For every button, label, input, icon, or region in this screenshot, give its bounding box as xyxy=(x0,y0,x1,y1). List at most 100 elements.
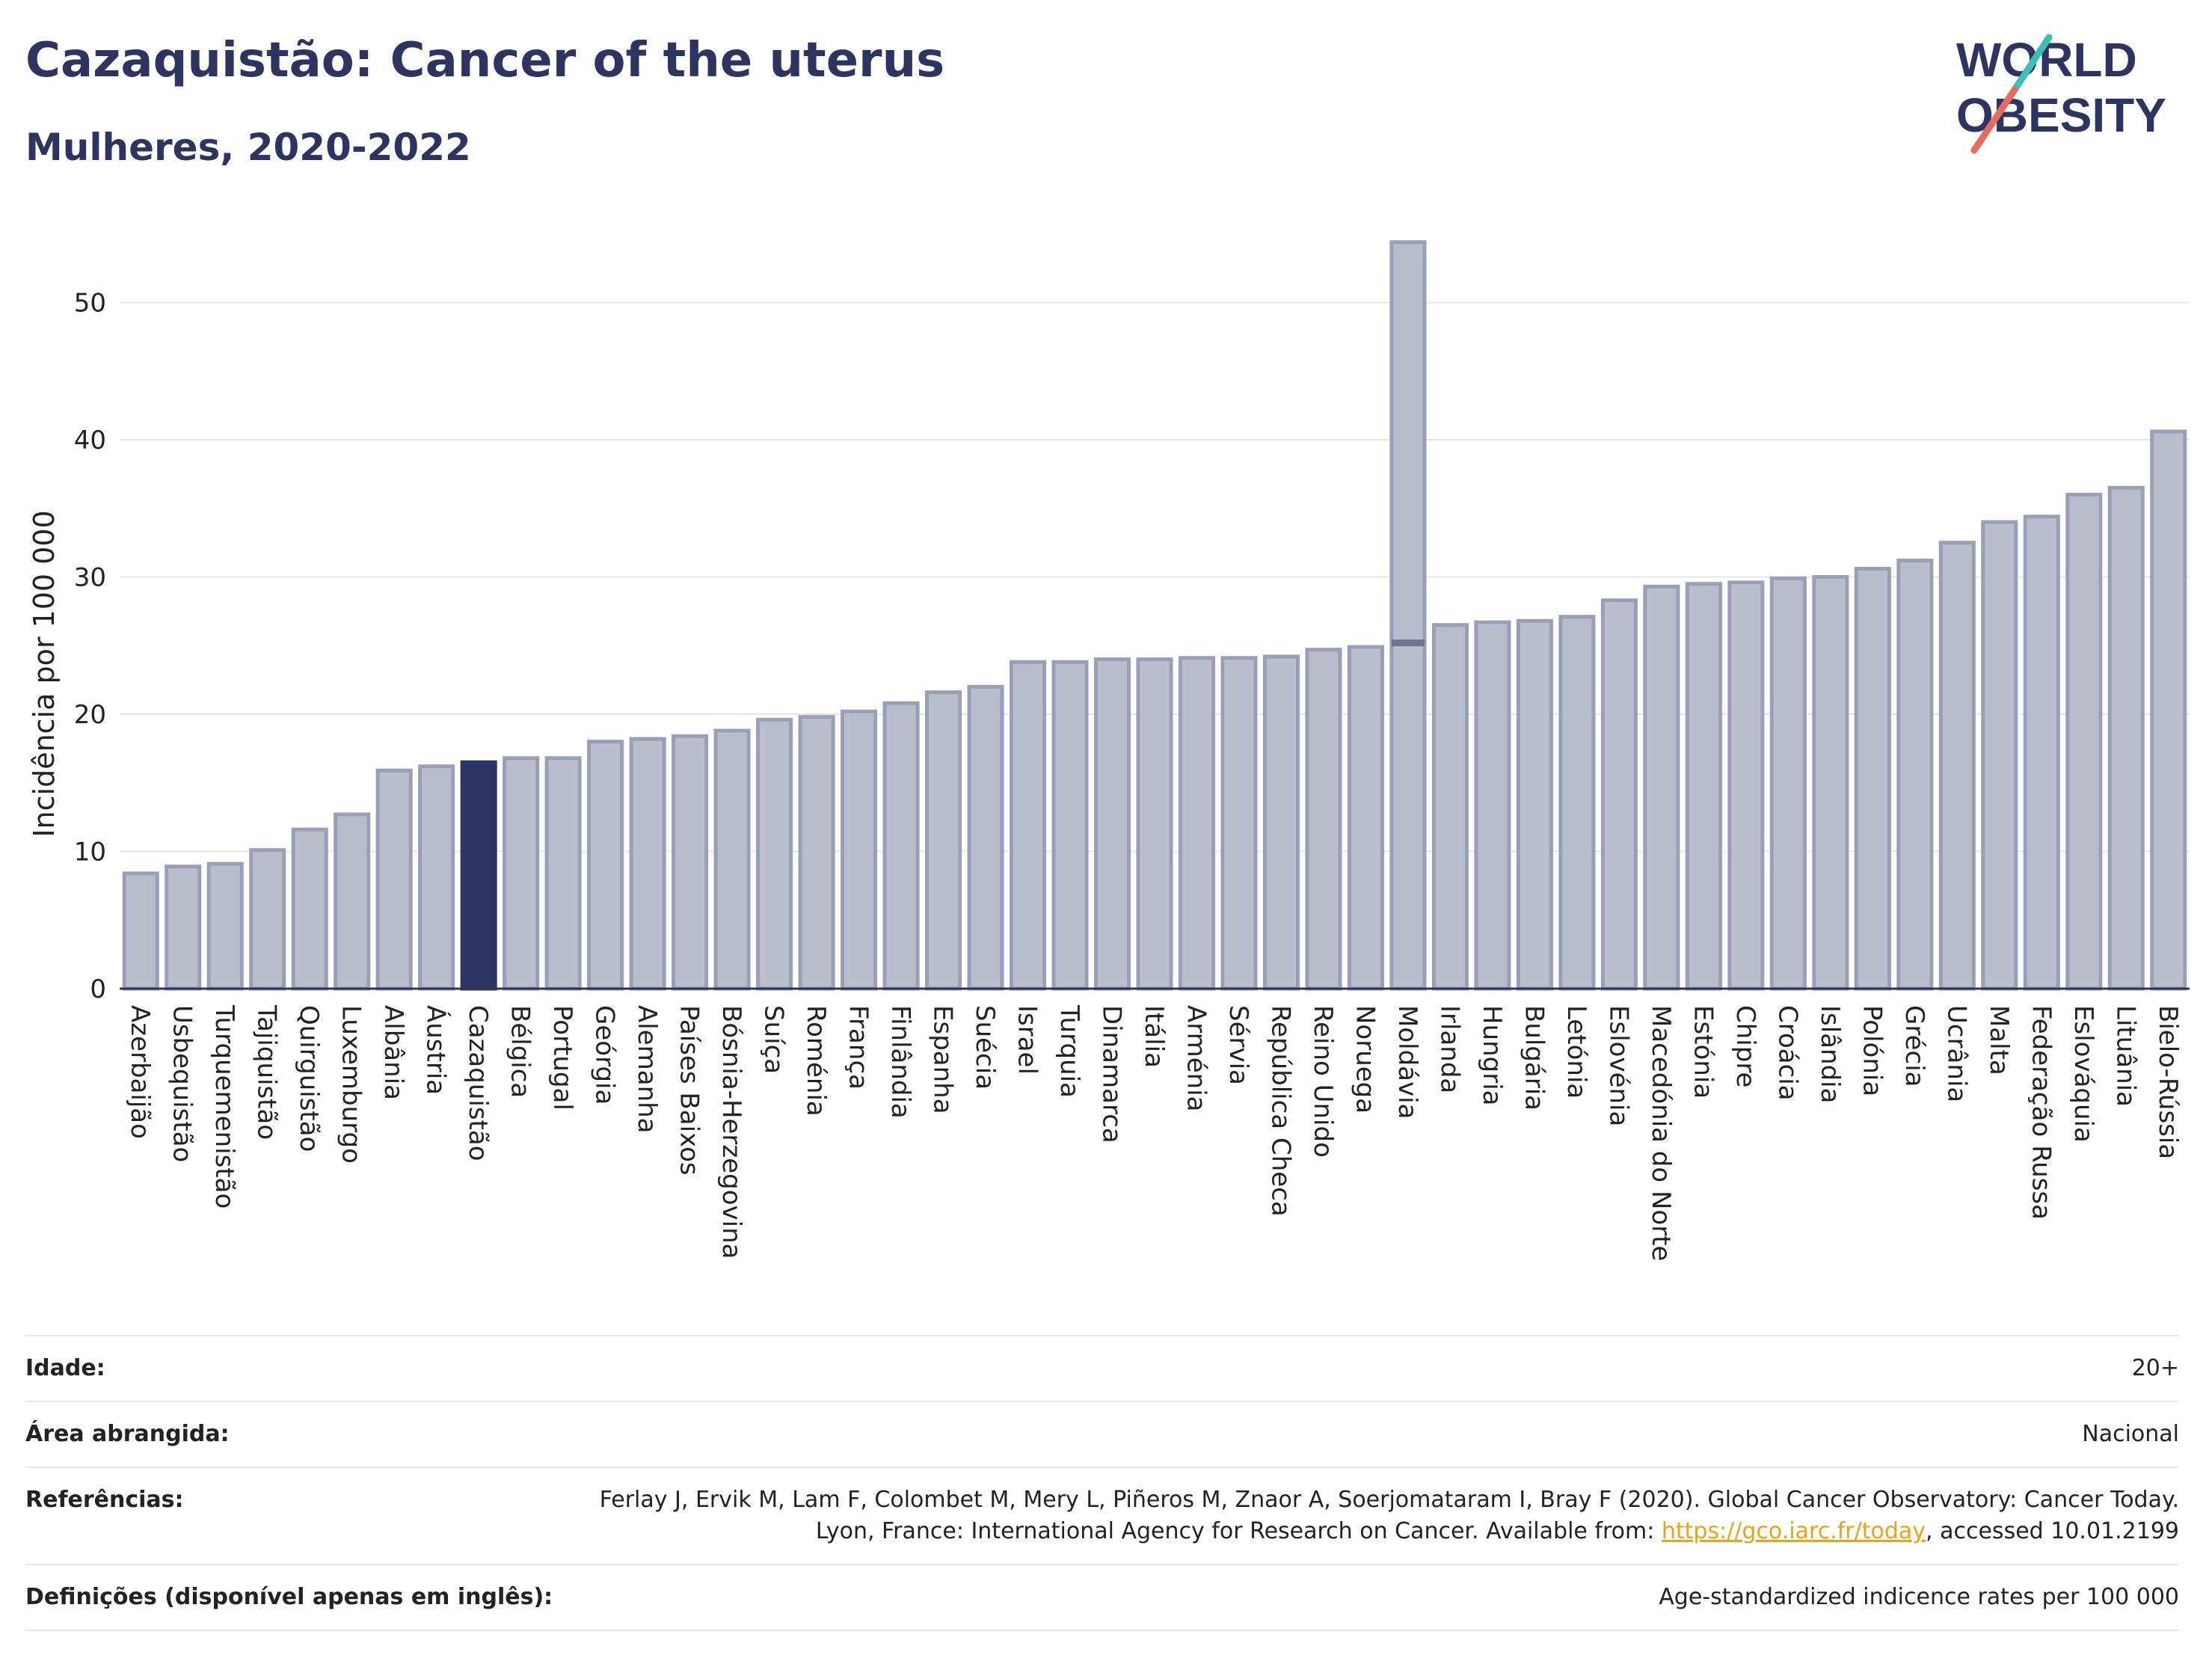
x-tick-label: Letónia xyxy=(1561,1005,1591,1099)
y-axis-label: Incidência por 100 000 xyxy=(28,510,61,837)
area-value: Nacional xyxy=(2082,1421,2179,1447)
x-tick-label: Ucrânia xyxy=(1941,1005,1971,1102)
x-tick-label: Israel xyxy=(1013,1005,1042,1075)
bar xyxy=(1178,656,1216,991)
bar xyxy=(418,764,455,991)
bar xyxy=(587,740,624,991)
references-tail: , accessed 10.01.2199 xyxy=(1926,1518,2179,1544)
definitions-label: Definições (disponível apenas em inglês)… xyxy=(25,1584,553,1610)
x-tick-label: Noruega xyxy=(1350,1005,1380,1114)
x-tick-label: Suécia xyxy=(970,1005,1000,1090)
bar xyxy=(1727,580,1765,991)
bar xyxy=(334,812,371,991)
metadata-table: Idade: 20+ Área abrangida: Nacional Refe… xyxy=(25,1335,2179,1631)
x-tick-label: Itália xyxy=(1139,1005,1169,1068)
meta-row-age: Idade: 20+ xyxy=(25,1335,2179,1401)
x-tick-label: Islândia xyxy=(1815,1005,1845,1103)
x-tick-label: Estónia xyxy=(1688,1005,1718,1099)
bar xyxy=(672,734,709,991)
bar xyxy=(544,756,582,991)
bar xyxy=(882,701,920,991)
age-label: Idade: xyxy=(25,1355,105,1381)
x-tick-label: Portugal xyxy=(547,1005,577,1111)
x-tick-label: Lituânia xyxy=(2110,1005,2140,1107)
x-tick-label: Dinamarca xyxy=(1097,1005,1127,1143)
bar xyxy=(798,715,835,991)
bar xyxy=(1769,576,1807,991)
x-tick-label: Moldávia xyxy=(1392,1005,1422,1119)
bar xyxy=(1136,657,1173,991)
x-tick-label: Eslovénia xyxy=(1603,1005,1633,1126)
bar xyxy=(756,717,793,991)
bar xyxy=(2150,429,2187,991)
x-tick-label: Finlândia xyxy=(885,1005,915,1119)
x-tick-label: Azerbaijão xyxy=(125,1005,155,1139)
bar xyxy=(629,737,666,991)
bar xyxy=(1812,575,1849,991)
bar xyxy=(925,690,962,991)
x-tick-label: Usbequistão xyxy=(168,1005,197,1162)
definitions-value: Age-standardized indicence rates per 100… xyxy=(1659,1584,2179,1610)
references-link[interactable]: https://gco.iarc.fr/today xyxy=(1661,1518,1926,1544)
x-tick-label: Espanha xyxy=(928,1005,958,1114)
bar xyxy=(713,728,751,991)
x-tick-label: França xyxy=(844,1005,873,1090)
x-tick-label: Cazaquistão xyxy=(463,1005,493,1161)
bar xyxy=(1558,615,1596,991)
bar xyxy=(122,871,159,991)
y-tick-label: 0 xyxy=(90,974,106,1004)
x-tick-label: Roménia xyxy=(801,1005,831,1117)
meta-row-area: Área abrangida: Nacional xyxy=(25,1401,2179,1467)
bar xyxy=(291,827,328,991)
bar xyxy=(1685,582,1722,991)
bar xyxy=(206,862,244,991)
meta-row-definitions: Definições (disponível apenas em inglês)… xyxy=(25,1564,2179,1631)
bar xyxy=(249,848,286,991)
references-value: Ferlay J, Ervik M, Lam F, Colombet M, Me… xyxy=(579,1484,2179,1547)
bar xyxy=(1305,648,1342,991)
x-tick-label: Alemanha xyxy=(632,1005,662,1134)
y-tick-label: 20 xyxy=(74,700,106,730)
x-tick-label: Geórgia xyxy=(590,1005,620,1105)
y-tick-label: 10 xyxy=(74,838,106,868)
x-tick-label: Macedónia do Norte xyxy=(1646,1005,1676,1261)
bar xyxy=(1093,657,1131,991)
bar xyxy=(503,756,540,991)
x-tick-label: Turquemenistão xyxy=(209,1004,239,1209)
meta-row-references: Referências: Ferlay J, Ervik M, Lam F, C… xyxy=(25,1467,2179,1564)
x-tick-label: Tajiquistão xyxy=(252,1004,282,1140)
chart-subtitle: Mulheres, 2020-2022 xyxy=(25,126,471,169)
x-tick-label: Hungria xyxy=(1477,1005,1507,1106)
bar xyxy=(841,709,878,991)
bar xyxy=(2023,515,2060,991)
x-tick-label: Chipre xyxy=(1730,1005,1760,1087)
x-tick-label: Bélgica xyxy=(506,1005,535,1098)
x-tick-label: Áustria xyxy=(421,1005,452,1095)
x-tick-label: Grécia xyxy=(1899,1005,1929,1087)
references-label: Referências: xyxy=(25,1487,184,1513)
bar xyxy=(1262,654,1300,991)
bar xyxy=(1981,520,2018,991)
bar xyxy=(1854,566,1891,991)
x-tick-label: Bielo-Rússia xyxy=(2153,1005,2183,1159)
x-tick-label: Albânia xyxy=(378,1005,408,1100)
x-tick-label: Irlanda xyxy=(1434,1005,1464,1093)
bar xyxy=(460,760,497,991)
x-tick-label: Turquia xyxy=(1054,1004,1084,1098)
x-tick-label: Croácia xyxy=(1772,1005,1802,1101)
y-tick-label: 40 xyxy=(74,426,106,455)
bar xyxy=(375,768,413,991)
x-tick-label: Quirguistão xyxy=(294,1005,324,1152)
bar xyxy=(1600,598,1638,991)
bar xyxy=(1009,660,1047,991)
x-tick-label: Luxemburgo xyxy=(337,1005,366,1164)
bar xyxy=(2107,485,2145,991)
x-tick-label: Suíça xyxy=(759,1005,789,1074)
x-tick-label: Sérvia xyxy=(1223,1005,1253,1085)
x-tick-label: Malta xyxy=(1984,1005,2014,1075)
bar xyxy=(1896,558,1934,991)
area-label: Área abrangida: xyxy=(25,1421,230,1447)
bar xyxy=(1220,656,1258,991)
bar xyxy=(2065,492,2103,991)
x-tick-label: Reino Unido xyxy=(1308,1005,1338,1158)
